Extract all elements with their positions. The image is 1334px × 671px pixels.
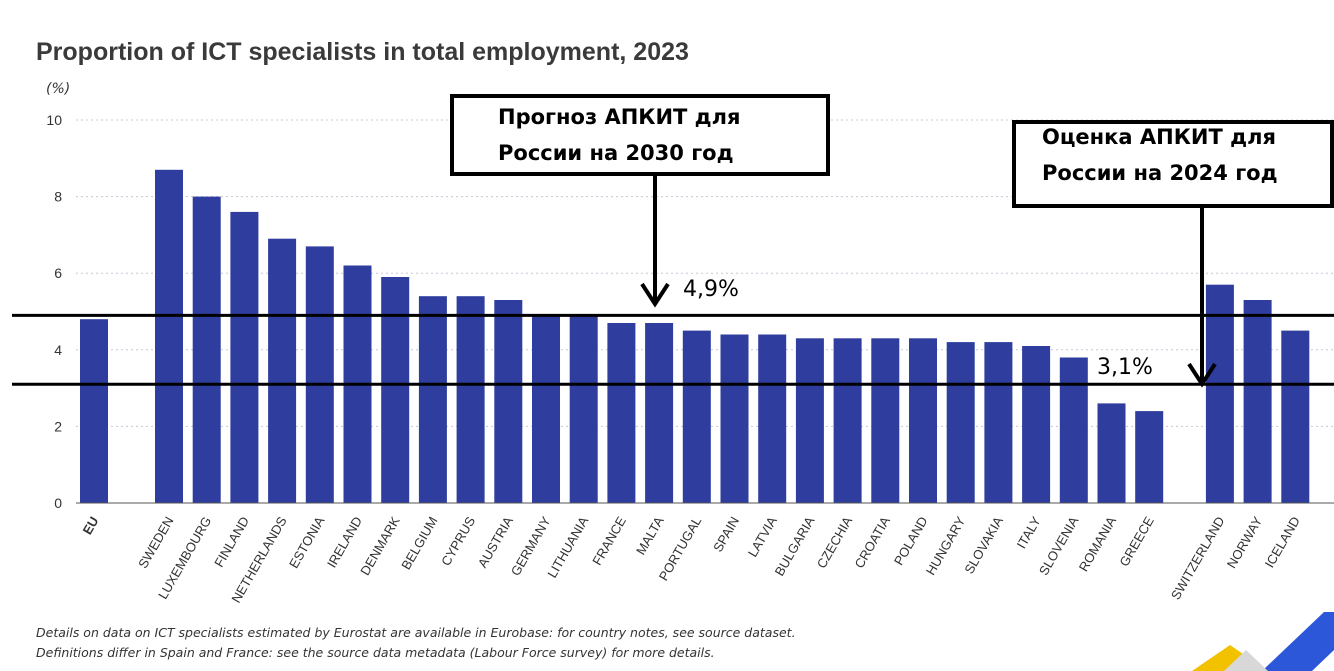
annotation-value-2030: 4,9%	[683, 277, 739, 302]
bar-portugal	[682, 330, 711, 503]
bar-austria	[494, 300, 523, 503]
footnote-2: Definitions differ in Spain and France: …	[36, 645, 715, 660]
bar-croatia	[871, 338, 900, 503]
chart-title: Proportion of ICT specialists in total e…	[36, 38, 689, 66]
annotation-2030-line-1: Прогноз АПКИТ для	[498, 105, 740, 129]
bar-slovakia	[984, 342, 1013, 503]
bar-cyprus	[456, 296, 485, 503]
bar-romania	[1097, 403, 1126, 503]
y-tick-label: 8	[54, 189, 62, 205]
bar-netherlands	[268, 238, 297, 503]
y-tick-label: 10	[46, 112, 62, 128]
bar-luxembourg	[192, 196, 221, 503]
arrow-head-2030	[640, 282, 670, 308]
bars	[80, 169, 1310, 504]
bar-estonia	[305, 246, 334, 503]
bar-poland	[909, 338, 937, 503]
bar-germany	[532, 315, 560, 503]
arrow-head-2024	[1187, 362, 1217, 388]
bar-belgium	[418, 296, 447, 503]
bar-france	[607, 323, 636, 503]
bar-hungary	[946, 342, 975, 503]
bar-slovenia	[1059, 357, 1088, 503]
bar-spain	[720, 334, 749, 503]
bar-bulgaria	[795, 338, 824, 503]
bar-latvia	[758, 334, 787, 503]
bar-sweden	[155, 169, 183, 504]
bar-finland	[230, 211, 259, 503]
logo-grey-shape	[1224, 650, 1268, 671]
annotation-box-2024	[1012, 120, 1334, 208]
bar-greece	[1135, 411, 1164, 503]
y-tick-label: 4	[54, 342, 62, 358]
bar-eu	[80, 319, 108, 503]
bar-norway	[1243, 300, 1272, 503]
footnote-1: Details on data on ICT specialists estim…	[36, 625, 796, 640]
eurostat-logo-corner	[1192, 612, 1334, 671]
y-tick-label: 0	[54, 495, 62, 511]
annotation-2030-line-2: России на 2030 год	[498, 141, 734, 165]
y-unit-label: (%)	[46, 81, 70, 97]
bar-malta	[645, 323, 674, 503]
bar-czechia	[833, 338, 862, 503]
bar-lithuania	[569, 315, 598, 503]
bar-switzerland	[1205, 284, 1234, 503]
annotation-2024-line-2: России на 2024 год	[1042, 161, 1278, 185]
bar-italy	[1022, 346, 1051, 503]
y-axis-ticks: 0 2 4 6 8 10	[46, 112, 62, 511]
annotation-value-2024: 3,1%	[1097, 355, 1153, 380]
y-tick-label: 2	[54, 418, 62, 434]
logo-blue-shape	[1262, 612, 1334, 671]
bar-iceland	[1281, 330, 1310, 503]
bar-denmark	[381, 277, 410, 503]
annotation-box-2030	[450, 94, 830, 176]
y-tick-label: 6	[54, 265, 62, 281]
annotation-2024-line-1: Оценка АПКИТ для	[1042, 125, 1276, 149]
